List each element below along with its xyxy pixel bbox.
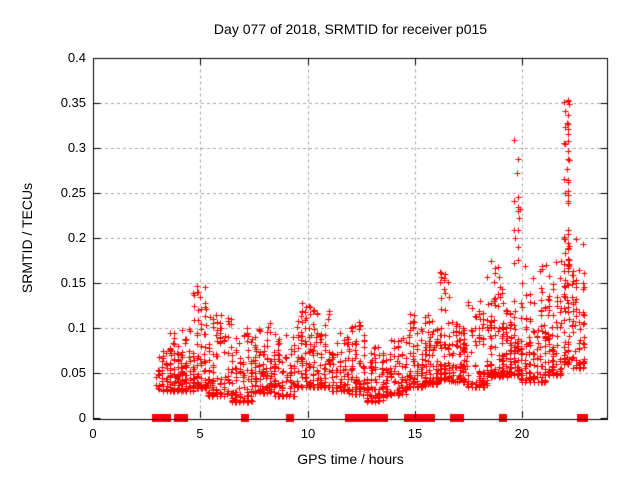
y-tick-label: 0 [78,410,86,425]
y-tick-label: 0.2 [67,230,86,245]
x-tick-label: 20 [514,426,530,441]
x-tick-label: 10 [300,426,316,441]
y-tick-label: 0.35 [60,95,86,110]
y-tick-label: 0.4 [67,50,86,65]
y-axis-label: SRMTID / TECUs [19,182,35,294]
y-tick-label: 0.1 [67,320,86,335]
x-axis-label: GPS time / hours [297,451,404,467]
chart-title: Day 077 of 2018, SRMTID for receiver p01… [213,21,488,37]
x-tick-label: 0 [89,426,97,441]
x-tick-label: 5 [196,426,204,441]
y-tick-label: 0.15 [60,275,86,290]
x-tick-label: 15 [407,426,423,441]
y-tick-label: 0.05 [60,365,86,380]
y-tick-label: 0.25 [60,185,86,200]
y-tick-label: 0.3 [67,140,86,155]
